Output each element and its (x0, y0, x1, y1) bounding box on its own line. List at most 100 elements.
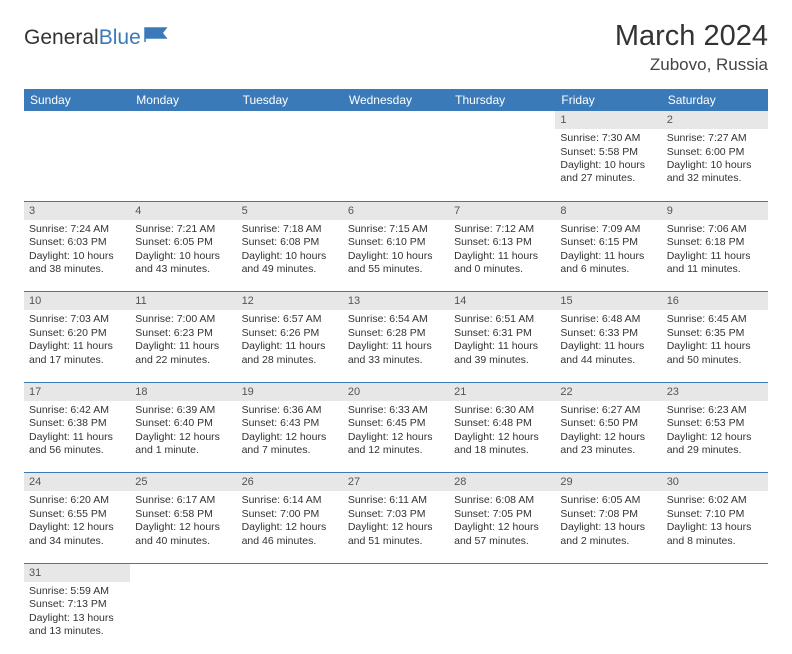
day-content: Sunrise: 6:51 AMSunset: 6:31 PMDaylight:… (454, 312, 550, 367)
daylight-text: Daylight: 11 hours (348, 340, 444, 353)
day-number-cell: 11 (130, 292, 236, 311)
day-content: Sunrise: 6:45 AMSunset: 6:35 PMDaylight:… (667, 312, 763, 367)
sunrise-text: Sunrise: 6:14 AM (242, 494, 338, 507)
day-number-cell: 2 (662, 111, 768, 129)
sunset-text: Sunset: 6:43 PM (242, 417, 338, 430)
day-cell: Sunrise: 6:57 AMSunset: 6:26 PMDaylight:… (237, 310, 343, 382)
daylight-text: Daylight: 12 hours (560, 431, 656, 444)
day-number-cell: 6 (343, 201, 449, 220)
week-row: Sunrise: 6:42 AMSunset: 6:38 PM Daylight:… (24, 401, 768, 473)
day-cell: Sunrise: 7:27 AMSunset: 6:00 PMDaylight:… (662, 129, 768, 201)
sunset-text: Sunset: 6:38 PM (29, 417, 125, 430)
day-number-cell (130, 111, 236, 129)
day-number-cell: 14 (449, 292, 555, 311)
sunset-text: Sunset: 6:05 PM (135, 236, 231, 249)
daylight-text: and 44 minutes. (560, 354, 656, 367)
sunrise-text: Sunrise: 6:42 AM (29, 404, 125, 417)
weekday-header: Thursday (449, 89, 555, 111)
daylight-text: and 29 minutes. (667, 444, 763, 457)
day-number-cell (449, 111, 555, 129)
day-content: Sunrise: 7:27 AMSunset: 6:00 PMDaylight:… (667, 131, 763, 186)
day-number-cell: 22 (555, 382, 661, 401)
sunrise-text: Sunrise: 6:05 AM (560, 494, 656, 507)
daylight-text: and 23 minutes. (560, 444, 656, 457)
sunset-text: Sunset: 6:55 PM (29, 508, 125, 521)
daylight-text: Daylight: 12 hours (242, 431, 338, 444)
daylight-text: and 32 minutes. (667, 172, 763, 185)
daylight-text: Daylight: 10 hours (348, 250, 444, 263)
day-cell: Sunrise: 7:21 AMSunset: 6:05 PMDaylight:… (130, 220, 236, 292)
day-cell: Sunrise: 7:15 AMSunset: 6:10 PMDaylight:… (343, 220, 449, 292)
day-number-cell: 24 (24, 473, 130, 492)
daylight-text: Daylight: 12 hours (242, 521, 338, 534)
day-content: Sunrise: 7:03 AMSunset: 6:20 PMDaylight:… (29, 312, 125, 367)
daylight-text: and 6 minutes. (560, 263, 656, 276)
daylight-text: Daylight: 12 hours (348, 521, 444, 534)
sunset-text: Sunset: 6:53 PM (667, 417, 763, 430)
sunset-text: Sunset: 6:48 PM (454, 417, 550, 430)
weekday-header: Saturday (662, 89, 768, 111)
day-number-cell: 12 (237, 292, 343, 311)
day-number-cell (555, 563, 661, 582)
day-cell: Sunrise: 7:18 AMSunset: 6:08 PMDaylight:… (237, 220, 343, 292)
sunset-text: Sunset: 6:00 PM (667, 146, 763, 159)
day-cell (449, 129, 555, 201)
day-content: Sunrise: 7:24 AMSunset: 6:03 PMDaylight:… (29, 222, 125, 277)
day-cell (24, 129, 130, 201)
day-content: Sunrise: 6:20 AMSunset: 6:55 PMDaylight:… (29, 493, 125, 548)
daylight-text: and 57 minutes. (454, 535, 550, 548)
day-cell (130, 582, 236, 654)
week-row: Sunrise: 6:20 AMSunset: 6:55 PMDaylight:… (24, 491, 768, 563)
sunrise-text: Sunrise: 7:00 AM (135, 313, 231, 326)
weekday-header: Tuesday (237, 89, 343, 111)
day-cell: Sunrise: 6:54 AMSunset: 6:28 PMDaylight:… (343, 310, 449, 382)
day-number-cell: 27 (343, 473, 449, 492)
sunrise-text: Sunrise: 6:11 AM (348, 494, 444, 507)
sunrise-text: Sunrise: 6:27 AM (560, 404, 656, 417)
daylight-text: and 22 minutes. (135, 354, 231, 367)
daylight-text: and 56 minutes. (29, 444, 125, 457)
sunrise-text: Sunrise: 6:33 AM (348, 404, 444, 417)
daylight-text: and 11 minutes. (667, 263, 763, 276)
weekday-header: Wednesday (343, 89, 449, 111)
day-number-row: 10111213141516 (24, 292, 768, 311)
day-number-cell: 25 (130, 473, 236, 492)
daylight-text: Daylight: 11 hours (667, 250, 763, 263)
daylight-text: Daylight: 11 hours (560, 340, 656, 353)
day-cell: Sunrise: 6:48 AMSunset: 6:33 PMDaylight:… (555, 310, 661, 382)
sunrise-text: Sunrise: 7:27 AM (667, 132, 763, 145)
day-content: Sunrise: 6:02 AMSunset: 7:10 PMDaylight:… (667, 493, 763, 548)
day-number-cell: 9 (662, 201, 768, 220)
daylight-text: Daylight: 11 hours (454, 340, 550, 353)
sunrise-text: Sunrise: 6:57 AM (242, 313, 338, 326)
daylight-text: Daylight: 12 hours (29, 521, 125, 534)
daylight-text: Daylight: 11 hours (560, 250, 656, 263)
daylight-text: and 17 minutes. (29, 354, 125, 367)
day-cell (662, 582, 768, 654)
day-number-cell: 29 (555, 473, 661, 492)
day-number-cell: 31 (24, 563, 130, 582)
day-number-cell: 21 (449, 382, 555, 401)
day-cell (343, 582, 449, 654)
day-content: Sunrise: 6:17 AMSunset: 6:58 PMDaylight:… (135, 493, 231, 548)
day-cell (237, 129, 343, 201)
day-number-cell: 13 (343, 292, 449, 311)
day-number-cell: 7 (449, 201, 555, 220)
day-number-cell: 8 (555, 201, 661, 220)
daylight-text: and 46 minutes. (242, 535, 338, 548)
day-number-cell: 1 (555, 111, 661, 129)
day-cell: Sunrise: 6:36 AMSunset: 6:43 PMDaylight:… (237, 401, 343, 473)
day-number-cell (662, 563, 768, 582)
day-number-cell: 28 (449, 473, 555, 492)
day-cell: Sunrise: 6:23 AMSunset: 6:53 PMDaylight:… (662, 401, 768, 473)
day-cell (343, 129, 449, 201)
day-cell: Sunrise: 6:27 AMSunset: 6:50 PMDaylight:… (555, 401, 661, 473)
day-cell: Sunrise: 7:03 AMSunset: 6:20 PMDaylight:… (24, 310, 130, 382)
day-number-cell: 23 (662, 382, 768, 401)
sunset-text: Sunset: 7:05 PM (454, 508, 550, 521)
logo: GeneralBlue (24, 26, 170, 50)
daylight-text: and 50 minutes. (667, 354, 763, 367)
day-number-cell: 15 (555, 292, 661, 311)
day-number-cell: 3 (24, 201, 130, 220)
daylight-text: Daylight: 10 hours (560, 159, 656, 172)
